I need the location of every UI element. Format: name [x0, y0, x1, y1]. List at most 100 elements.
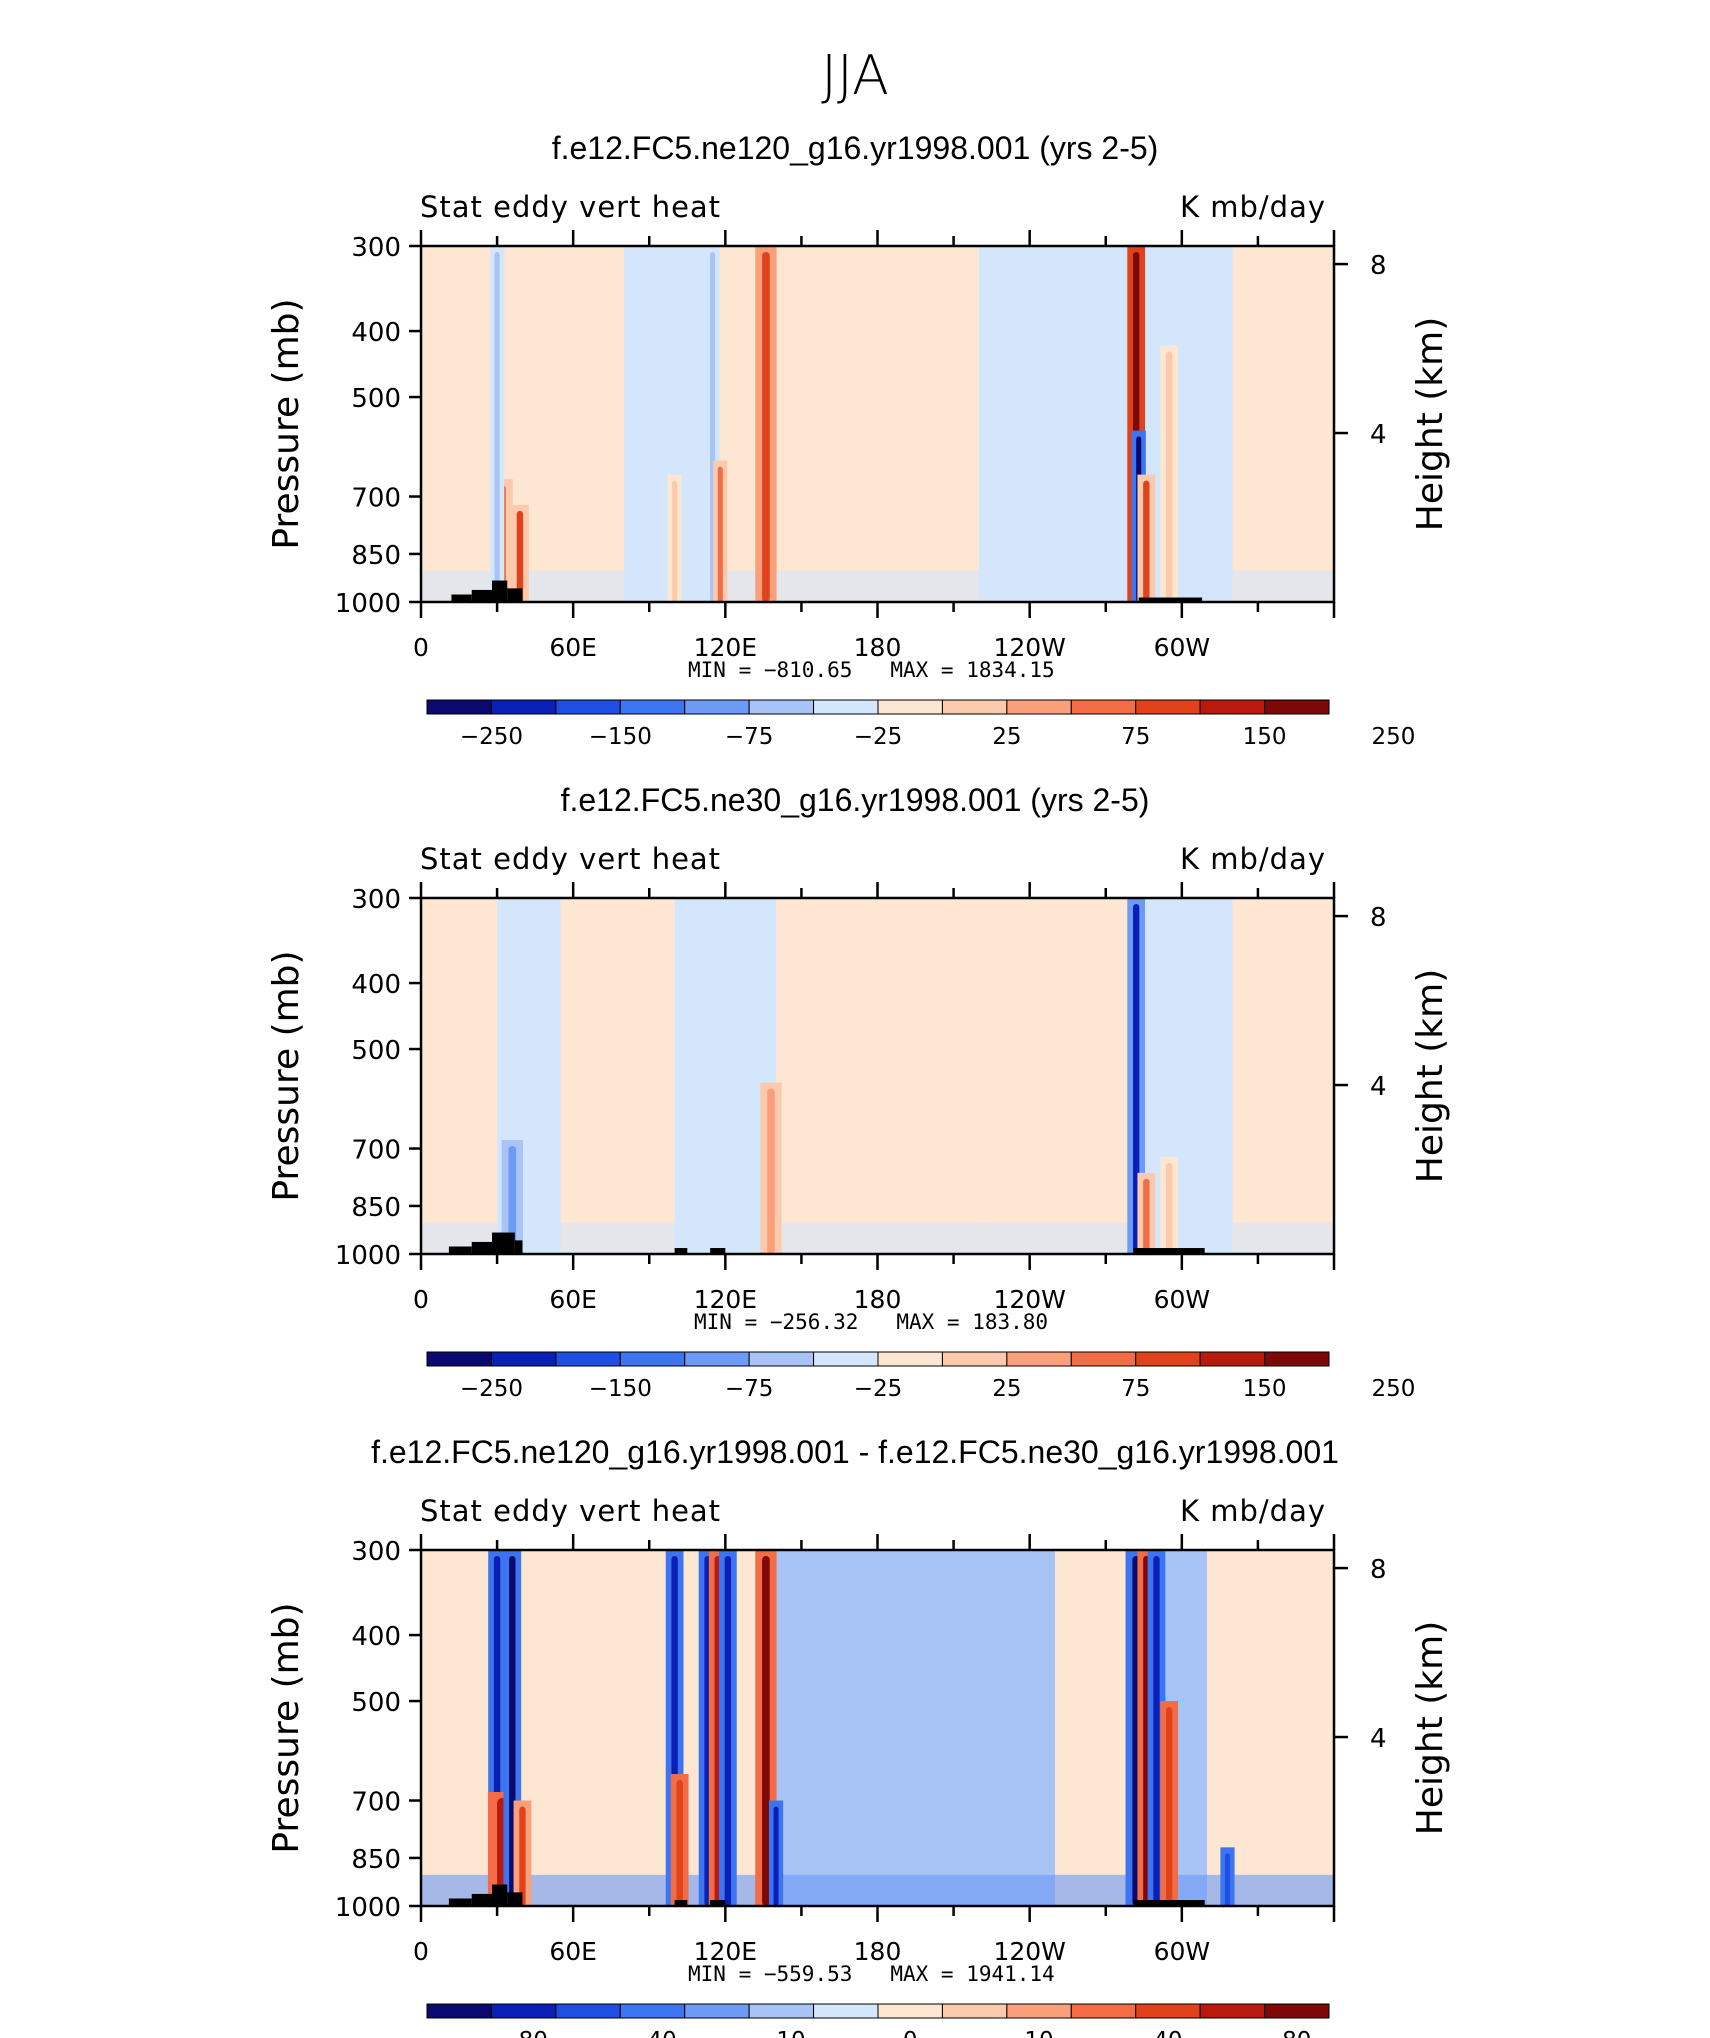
right-axis-label: Height (km) — [1410, 317, 1451, 531]
topography-1 — [471, 1893, 493, 1906]
panel-3-title: f.e12.FC5.ne120_g16.yr1998.001 - f.e12.F… — [371, 1434, 1339, 1470]
y-tick-label-850: 850 — [351, 541, 401, 571]
colorbar-box-10 — [1070, 699, 1137, 715]
panel-1-min-value: −810.65 — [763, 658, 853, 682]
panel-2-min-value: −256.32 — [769, 1310, 859, 1334]
panel-2-plot: 300 400 500 700 850 1000 Pressure (mb) 4 8 Height… — [266, 882, 1451, 1402]
figure-title: JJA — [821, 44, 889, 107]
panel-1-min-label: MIN — [688, 658, 726, 682]
colorbar-label-3: −25 — [854, 724, 903, 750]
topography-3 — [514, 1240, 523, 1254]
feature-core-5 — [717, 466, 723, 602]
colorbar-box-2 — [555, 699, 621, 715]
panel-3-left-string: Stat eddy vert heat — [420, 1494, 722, 1528]
x-tick-label-180: 180 — [854, 1937, 902, 1966]
topography-1 — [471, 1241, 493, 1254]
colorbar-box-5 — [748, 1351, 815, 1367]
colorbar-box-4 — [684, 2003, 750, 2019]
feature-core-2 — [1133, 904, 1140, 1254]
colorbar-label-0: −80 — [499, 2028, 548, 2038]
x-tick-label-0: 0 — [413, 633, 429, 662]
topography-2 — [492, 1232, 515, 1254]
x-tick-label-60W: 60W — [1154, 1285, 1211, 1314]
colorbar-label-0: −250 — [460, 724, 523, 750]
field-band-1 — [522, 1550, 675, 1906]
colorbar-box-2 — [555, 2003, 621, 2019]
colorbar-label-2: −75 — [725, 724, 774, 750]
feature-core-3 — [1143, 1178, 1150, 1254]
y-tick-label-850: 850 — [351, 1193, 401, 1223]
panel-3-min-value: −559.53 — [763, 1962, 853, 1986]
colorbar-box-5 — [748, 2003, 815, 2019]
colorbar-label-5: 75 — [1121, 724, 1150, 750]
height-tick-label-4: 4 — [1370, 420, 1387, 450]
y-tick-label-400: 400 — [351, 318, 401, 348]
x-tick-label-60W: 60W — [1154, 633, 1211, 662]
topography-5 — [710, 1248, 726, 1254]
topography-4 — [1138, 597, 1203, 602]
x-tick-label-60E: 60E — [549, 1285, 597, 1314]
colorbar-box-9 — [1006, 699, 1072, 715]
feature-core-5 — [676, 1780, 683, 1906]
colorbar-box-9 — [1006, 1351, 1072, 1367]
field-band-3 — [776, 1550, 878, 1906]
panel-2-left-string: Stat eddy vert heat — [420, 842, 722, 876]
topography-1 — [471, 589, 493, 602]
colorbar-label-6: 150 — [1243, 1376, 1287, 1402]
colorbar-label-1: −150 — [589, 1376, 652, 1402]
colorbar-box-13 — [1264, 699, 1330, 715]
topography-0 — [448, 1246, 472, 1254]
colorbar-label-6: 80 — [1282, 2028, 1311, 2038]
panel-1-max-value: 1834.15 — [966, 658, 1055, 682]
colorbar-box-5 — [748, 699, 815, 715]
y-axis-label: Pressure (mb) — [266, 950, 307, 1201]
colorbar-label-1: −40 — [628, 2028, 677, 2038]
height-tick-label-4: 4 — [1370, 1072, 1387, 1102]
feature-core-1 — [767, 1088, 775, 1254]
colorbar-box-2 — [555, 1351, 621, 1367]
colorbar-box-8 — [941, 2003, 1008, 2019]
panel-1-title: f.e12.FC5.ne120_g16.yr1998.001 (yrs 2-5) — [551, 130, 1159, 166]
colorbar-box-10 — [1070, 2003, 1137, 2019]
y-tick-label-700: 700 — [351, 484, 401, 514]
colorbar-box-12 — [1199, 2003, 1266, 2019]
feature-core-3 — [672, 480, 678, 602]
colorbar-box-6 — [813, 2003, 879, 2019]
topography-6 — [1133, 1900, 1205, 1906]
colorbar-box-7 — [877, 2003, 943, 2019]
height-tick-label-8: 8 — [1370, 1555, 1387, 1585]
colorbar-label-7: 250 — [1371, 1376, 1415, 1402]
colorbar-box-4 — [684, 699, 750, 715]
feature-core-2 — [494, 252, 500, 602]
colorbar-box-11 — [1135, 2003, 1201, 2019]
topography-6 — [1133, 1248, 1205, 1254]
colorbar-label-2: −10 — [757, 2028, 806, 2038]
field-band-7 — [1207, 1550, 1334, 1906]
colorbar-box-13 — [1264, 2003, 1330, 2019]
y-tick-label-300: 300 — [351, 233, 401, 263]
y-tick-label-700: 700 — [351, 1788, 401, 1818]
colorbar-box-0 — [426, 2003, 492, 2019]
colorbar-box-3 — [619, 699, 686, 715]
topography-3 — [507, 1892, 523, 1906]
colorbar-label-4: 25 — [992, 1376, 1021, 1402]
colorbar-box-9 — [1006, 2003, 1072, 2019]
panel-1-plot: 300 400 500 700 850 1000 Pressure (mb) 4 8 Height… — [266, 230, 1451, 750]
feature-core-15 — [1224, 1853, 1231, 1906]
colorbar-label-5: 75 — [1121, 1376, 1150, 1402]
y-tick-label-300: 300 — [351, 1537, 401, 1567]
x-tick-label-0: 0 — [413, 1937, 429, 1966]
feature-core-4 — [1165, 1162, 1173, 1254]
panel-2-title: f.e12.FC5.ne30_g16.yr1998.001 (yrs 2-5) — [560, 782, 1150, 818]
panel-2-min-label: MIN — [694, 1310, 732, 1334]
panel-3-max-label: MAX — [890, 1962, 929, 1986]
colorbar-box-11 — [1135, 1351, 1201, 1367]
feature-core-3 — [519, 1806, 526, 1906]
y-tick-label-300: 300 — [351, 885, 401, 915]
field-band-4 — [826, 246, 979, 602]
colorbar-box-11 — [1135, 699, 1201, 715]
colorbar-box-3 — [619, 2003, 686, 2019]
y-tick-label-500: 500 — [351, 1688, 401, 1718]
x-tick-label-60W: 60W — [1154, 1937, 1211, 1966]
topography-0 — [451, 594, 472, 602]
